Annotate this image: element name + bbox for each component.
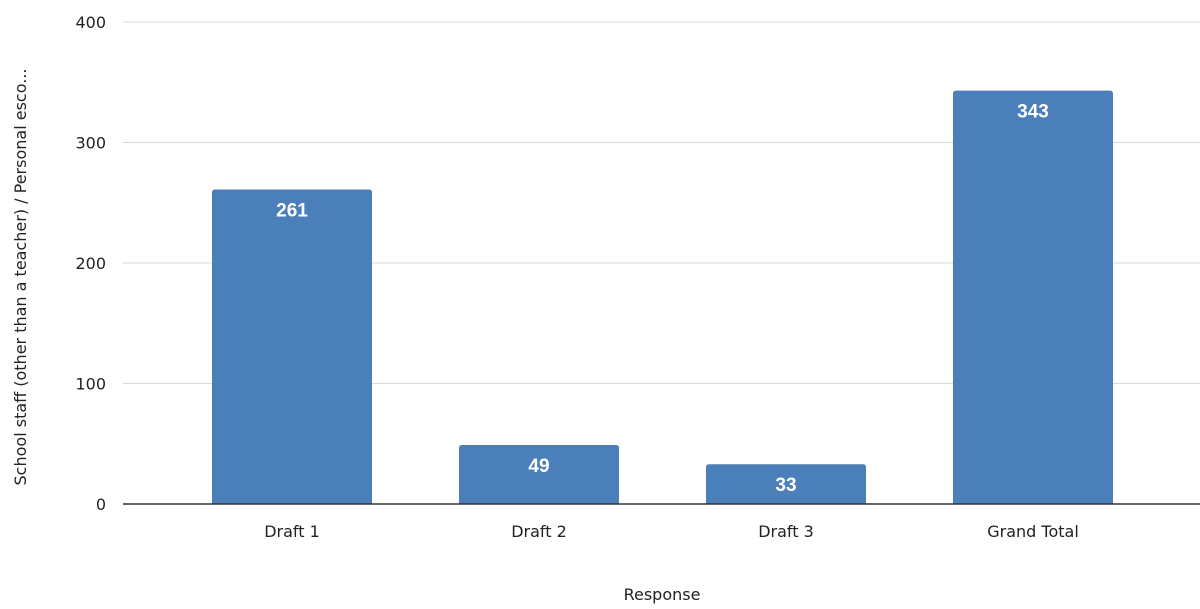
bar-draft-1	[212, 189, 372, 504]
y-tick-label: 400	[75, 13, 106, 32]
y-axis-title: School staff (other than a teacher) / Pe…	[11, 69, 30, 486]
data-label: 261	[276, 200, 308, 221]
data-label: 49	[528, 456, 549, 477]
y-tick-label: 100	[75, 375, 106, 394]
x-tick-label: Draft 2	[511, 522, 567, 541]
data-label: 33	[775, 475, 796, 496]
bar-draft-2	[459, 444, 619, 504]
x-tick-label: Draft 3	[758, 522, 814, 541]
y-tick-label: 200	[75, 254, 106, 273]
y-tick-label: 0	[96, 495, 106, 514]
data-label: 343	[1017, 102, 1049, 123]
data-labels: 261 49 33 343	[276, 102, 1049, 497]
y-tick-label: 300	[75, 134, 106, 153]
x-tick-label: Draft 1	[264, 522, 320, 541]
x-tick-label: Grand Total	[987, 522, 1079, 541]
x-axis-categories: Draft 1 Draft 2 Draft 3 Grand Total	[264, 522, 1079, 541]
bar-grand-total	[953, 90, 1113, 504]
y-axis-ticks: 0 100 200 300 400	[75, 13, 106, 514]
x-axis-title: Response	[624, 585, 701, 604]
bar-draft-3	[706, 464, 866, 504]
bars	[212, 90, 1113, 504]
